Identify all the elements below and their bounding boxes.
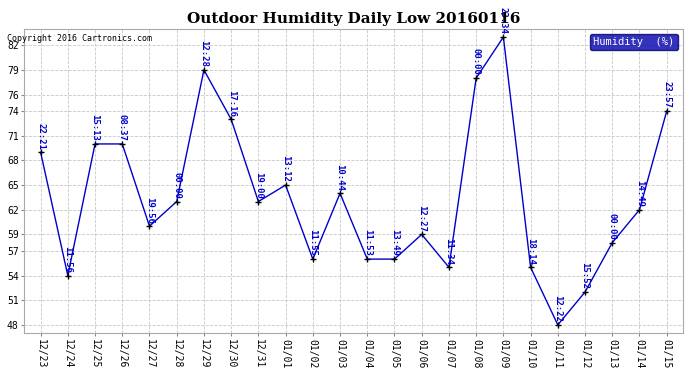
Text: 13:49: 13:49 <box>390 230 399 256</box>
Text: 23:34: 23:34 <box>499 8 508 34</box>
Text: 00:00: 00:00 <box>172 172 181 199</box>
Text: 14:49: 14:49 <box>635 180 644 207</box>
Text: 12:27: 12:27 <box>417 205 426 232</box>
Text: 10:44: 10:44 <box>335 164 344 190</box>
Text: 18:14: 18:14 <box>526 238 535 264</box>
Text: 11:53: 11:53 <box>363 230 372 256</box>
Text: Copyright 2016 Cartronics.com: Copyright 2016 Cartronics.com <box>7 34 152 43</box>
Text: 12:22: 12:22 <box>553 295 562 322</box>
Text: 15:52: 15:52 <box>580 262 589 289</box>
Text: 19:56: 19:56 <box>145 196 154 223</box>
Text: 17:16: 17:16 <box>226 90 236 117</box>
Text: 22:21: 22:21 <box>36 123 45 149</box>
Text: 13:12: 13:12 <box>281 155 290 182</box>
Legend: Humidity  (%): Humidity (%) <box>591 34 678 50</box>
Text: 11:34: 11:34 <box>444 238 453 264</box>
Text: 12:28: 12:28 <box>199 40 208 67</box>
Text: 00:00: 00:00 <box>608 213 617 240</box>
Text: 00:00: 00:00 <box>472 48 481 75</box>
Title: Outdoor Humidity Daily Low 20160116: Outdoor Humidity Daily Low 20160116 <box>187 12 520 26</box>
Text: 19:00: 19:00 <box>254 172 263 199</box>
Text: 23:57: 23:57 <box>662 81 671 108</box>
Text: 15:13: 15:13 <box>90 114 99 141</box>
Text: 11:56: 11:56 <box>63 246 72 273</box>
Text: 11:55: 11:55 <box>308 230 317 256</box>
Text: 08:37: 08:37 <box>118 114 127 141</box>
